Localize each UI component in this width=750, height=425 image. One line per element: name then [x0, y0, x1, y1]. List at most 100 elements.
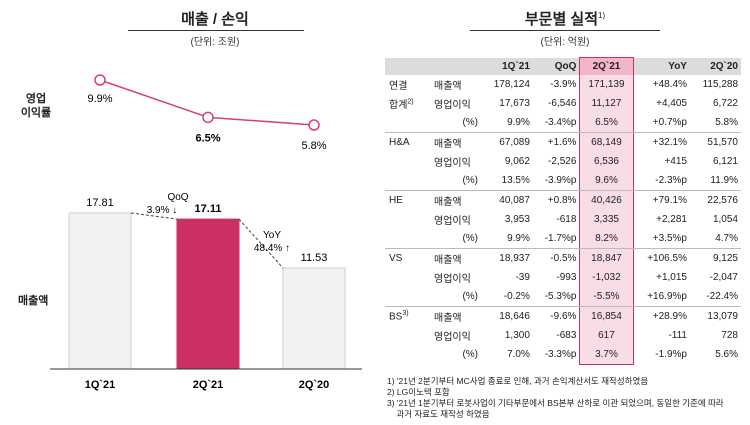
sales-bar-1q21: [68, 212, 132, 370]
op-margin-label-line1: 영업: [25, 93, 47, 105]
value-cell: -618: [556, 214, 577, 225]
category-label-2q20: 2Q`20: [299, 379, 330, 391]
value-cell: 3.7%: [579, 345, 634, 365]
value-cell: +2,281: [656, 214, 687, 225]
value-cell: 6,722: [712, 98, 738, 109]
sales-value-2q20: 11.53: [301, 252, 328, 264]
op-margin-line-segment-1: [99, 79, 209, 119]
op-margin-line-segment-2: [207, 116, 315, 126]
table-row: 영업이익 -39 -993 -1,032 +1,015 -2,047: [385, 268, 741, 287]
table-row: (%) 13.5% -3.9%p 9.6% -2.3%p 11.9%: [385, 171, 741, 191]
value-cell: +16.9%p: [633, 287, 690, 307]
segment-cell: 합계2): [385, 94, 431, 113]
value-cell: +28.9%: [652, 311, 687, 322]
value-cell: 22,576: [707, 195, 738, 206]
metric-cell: 영업이익: [434, 216, 471, 227]
value-cell: +4,405: [656, 98, 687, 109]
value-cell: 178,124: [493, 79, 530, 90]
op-margin-point-2q21: [202, 111, 214, 124]
value-cell: 51,570: [707, 137, 738, 148]
value-cell: +0.7%p: [633, 113, 690, 133]
segment-cell: [385, 287, 431, 307]
value-cell: 5.8%: [689, 113, 741, 133]
value-cell: -111: [668, 330, 687, 341]
value-cell: 11,127: [579, 94, 634, 113]
value-cell: 17,673: [499, 98, 530, 109]
value-cell: +79.1%: [652, 195, 687, 206]
metric-cell: 매출액: [434, 313, 462, 324]
value-cell: +3.5%p: [633, 229, 690, 249]
op-margin-label-2q21: 6.5%: [195, 132, 220, 144]
segment-name: HE: [389, 195, 403, 206]
value-cell: 40,426: [579, 190, 634, 210]
value-cell: 7.0%: [507, 349, 530, 361]
value-cell: 3,335: [579, 210, 634, 229]
value-cell: 11.9%: [689, 171, 741, 191]
right-title-underline: [470, 30, 660, 31]
segment-name: BS: [389, 311, 403, 323]
segment-name-line2: 합계: [389, 100, 408, 111]
value-cell: 728: [721, 330, 738, 341]
segment-cell: [385, 113, 431, 133]
value-cell: 6,536: [579, 152, 634, 171]
header-2q21: 2Q`21: [579, 57, 634, 75]
metric-cell: 영업이익: [434, 158, 471, 169]
segment-cell: BS3): [385, 307, 431, 327]
header-1q21: 1Q`21: [481, 57, 533, 75]
value-cell: 9,125: [712, 253, 738, 264]
table-row: (%) 7.0% -3.3%p 3.7% -1.9%p 5.6%: [385, 345, 741, 365]
segment-cell: [385, 326, 431, 345]
segment-cell: 연결: [385, 75, 431, 94]
metric-cell: 매출액: [434, 197, 462, 208]
yoy-connector-dashed: [238, 218, 284, 269]
footnotes: 1) '21년 2분기부터 MC사업 종료로 인해, 과거 손익계산서도 재작성…: [387, 376, 724, 420]
sales-value-1q21: 17.81: [86, 197, 114, 209]
header-metric: [431, 57, 481, 75]
yoy-label: YoY: [263, 230, 281, 241]
left-unit-label: (단위: 조원): [190, 37, 240, 48]
value-cell: -0.5%: [550, 253, 577, 264]
category-label-2q21: 2Q`21: [193, 379, 224, 391]
sales-value-2q21: 17.11: [195, 203, 222, 215]
table-row: 영업이익 9,062 -2,526 6,536 +415 6,121: [385, 152, 741, 171]
table-row: 연결 매출액 178,124 -3.9% 171,139 +48.4% 115,288: [385, 75, 741, 94]
qoq-connector-dashed: [130, 212, 178, 220]
footnote-2: 2) LG이노텍 포함: [387, 387, 450, 397]
value-cell: +106.5%: [647, 253, 687, 264]
value-cell: -5.3%p: [532, 287, 580, 307]
value-cell: 68,149: [579, 132, 634, 152]
metric-cell: 매출액: [434, 139, 462, 150]
segment-footnote-ref: 3): [402, 310, 409, 318]
metric-cell: 영업이익: [434, 274, 471, 285]
segment-cell: [385, 268, 431, 287]
segment-name: 연결: [389, 81, 408, 92]
value-cell: 67,089: [499, 137, 530, 148]
value-cell: 6,121: [712, 156, 738, 167]
value-cell: 9,062: [504, 156, 530, 167]
value-cell: 9.9%: [481, 229, 533, 249]
sales-axis-label: 매출액: [18, 295, 49, 307]
segment-cell: H&A: [385, 133, 431, 153]
value-cell: 18,646: [499, 311, 530, 322]
value-cell: +48.4%: [652, 79, 687, 90]
table-row: 합계2) 영업이익 17,673 -6,546 11,127 +4,405 6,722: [385, 94, 741, 113]
op-margin-axis-label: 영업 이익률: [14, 92, 58, 120]
metric-cell: (%): [431, 229, 481, 249]
value-cell: -3.4%p: [532, 113, 580, 133]
segment-results-table: 1Q`21 QoQ 2Q`21 YoY 2Q`20 연결 매출액 178,124 -3…: [385, 57, 741, 365]
value-cell: -1.9%p: [655, 349, 687, 361]
table-row: 영업이익 1,300 -683 617 -111 728: [385, 326, 741, 345]
value-cell: -1.7%p: [532, 229, 580, 249]
metric-cell: (%): [431, 171, 481, 191]
table-row: 영업이익 3,953 -618 3,335 +2,281 1,054: [385, 210, 741, 229]
category-label-1q21: 1Q`21: [85, 379, 116, 391]
metric-cell: 영업이익: [434, 100, 471, 111]
segment-cell: [385, 345, 431, 365]
header-seg: [385, 57, 431, 75]
value-cell: 617: [579, 326, 634, 345]
right-panel-title: 부문별 실적1): [480, 8, 650, 29]
footnote-3-cont: 과거 자료도 재작성 하였음: [387, 409, 490, 419]
metric-cell: (%): [431, 113, 481, 133]
segment-cell: [385, 210, 431, 229]
sales-bar-2q20: [282, 267, 346, 370]
